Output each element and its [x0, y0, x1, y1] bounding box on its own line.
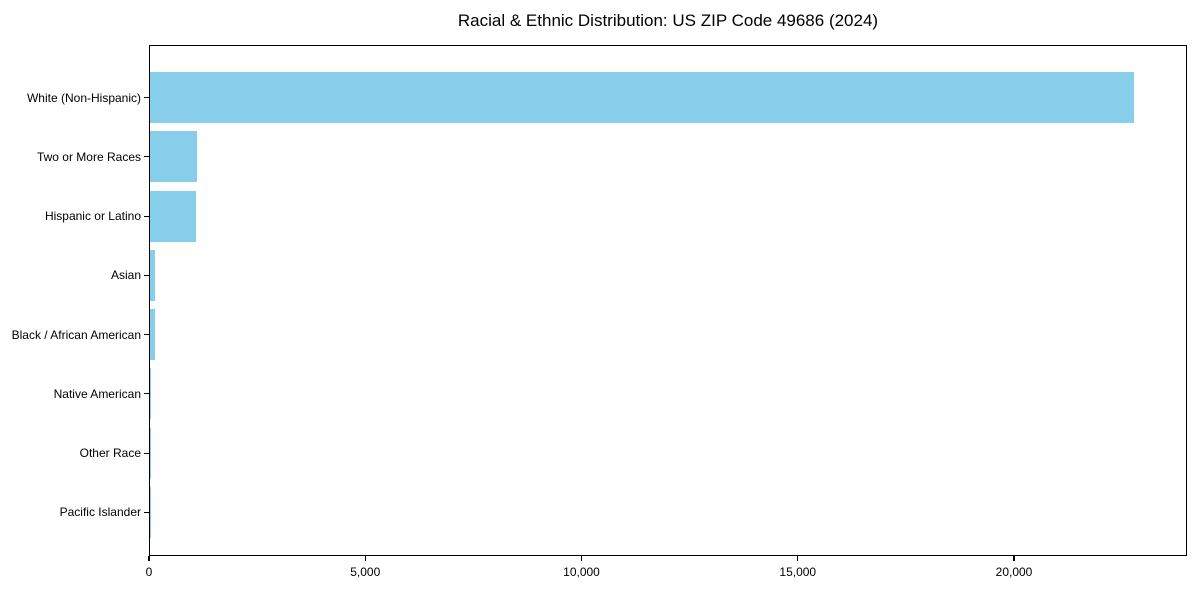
plot-area: White (Non-Hispanic) Two or More Races His…: [12, 45, 1187, 556]
y-tick-label: Two or More Races: [36, 149, 141, 164]
y-tick-mark: [144, 452, 149, 454]
bar-row: Other Race: [80, 424, 1186, 483]
bar: [150, 249, 156, 301]
bar: [150, 131, 198, 183]
y-tick-label: Other Race: [79, 446, 141, 461]
bar-row: White (Non-Hispanic): [27, 68, 1186, 127]
bar: [150, 368, 152, 420]
y-tick-label: Asian: [110, 268, 141, 283]
y-tick-label: Hispanic or Latino: [44, 209, 141, 224]
y-tick-mark: [144, 393, 149, 395]
x-tick-mark: [797, 556, 799, 561]
x-tick-mark: [364, 556, 366, 561]
y-tick-label: Black / African American: [11, 327, 141, 342]
bar: [150, 309, 155, 361]
bar-row: Black / African American: [12, 305, 1186, 364]
chart-title: Racial & Ethnic Distribution: US ZIP Cod…: [457, 11, 879, 30]
x-tick-label: 15,000: [779, 565, 817, 579]
bar-row: Hispanic or Latino: [45, 187, 1186, 246]
x-tick-label: 5,000: [350, 565, 381, 579]
bar-row: Native American: [54, 364, 1186, 423]
bar-row: Pacific Islander: [60, 483, 1186, 542]
bar: [150, 190, 197, 242]
bar-row: Asian: [111, 246, 1186, 305]
y-tick-mark: [144, 511, 149, 513]
y-tick-label: Pacific Islander: [59, 505, 141, 520]
y-tick-label: White (Non-Hispanic): [26, 90, 141, 105]
x-tick-mark: [148, 556, 150, 561]
x-tick-label: 10,000: [563, 565, 600, 579]
y-tick-label: Native American: [53, 386, 141, 401]
x-tick-mark: [1013, 556, 1015, 561]
bar: [150, 72, 1135, 124]
x-tick-mark: [580, 556, 583, 561]
y-tick-mark: [144, 156, 149, 158]
bar-row: Two or More Races: [37, 127, 1186, 186]
bar-rows-container: White (Non-Hispanic) Two or More Races His…: [12, 46, 1186, 555]
y-tick-mark: [144, 215, 149, 217]
y-tick-mark: [144, 334, 149, 336]
x-axis: 0 5,000 10,000 15,000 20,000: [145, 556, 1187, 596]
y-tick-mark: [144, 274, 149, 276]
y-tick-mark: [144, 97, 149, 99]
x-tick-label: 0: [145, 565, 153, 579]
x-tick-label: 20,000: [995, 565, 1033, 579]
